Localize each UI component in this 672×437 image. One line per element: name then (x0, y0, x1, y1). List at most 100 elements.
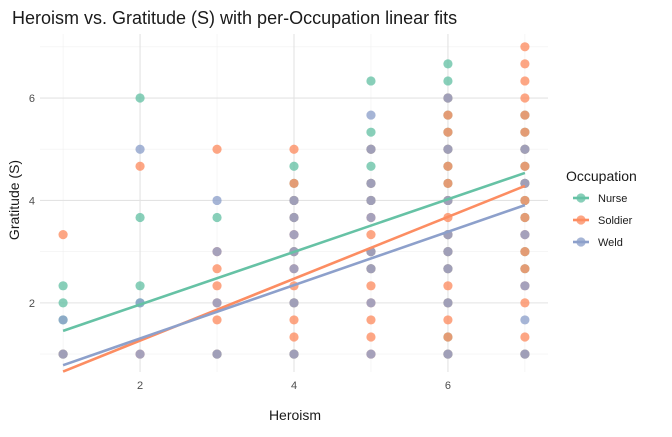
legend-label-soldier: Soldier (598, 215, 633, 227)
point-soldier (443, 110, 453, 120)
point-soldier (212, 264, 222, 274)
point-soldier (289, 178, 299, 188)
point-soldier (212, 144, 222, 154)
y-tick-label: 2 (29, 298, 35, 310)
point-weld (443, 349, 453, 359)
point-weld (366, 212, 376, 223)
point-nurse (58, 281, 68, 291)
point-soldier (289, 144, 299, 154)
legend-key-point-weld (576, 237, 586, 247)
point-soldier (366, 229, 376, 240)
point-soldier (443, 332, 453, 342)
fit-line-weld (62, 203, 526, 367)
legend-label-weld: Weld (598, 237, 623, 249)
point-soldier (520, 298, 530, 308)
point-soldier (520, 93, 530, 103)
point-soldier (289, 315, 299, 325)
point-soldier (443, 161, 453, 171)
point-soldier (520, 42, 530, 52)
point-weld (443, 93, 453, 103)
point-soldier (135, 161, 145, 171)
point-weld (366, 264, 376, 274)
point-nurse (135, 281, 145, 291)
point-weld (289, 298, 299, 308)
point-weld (520, 349, 530, 359)
point-soldier (366, 315, 376, 325)
point-soldier (520, 161, 530, 171)
point-nurse (212, 212, 222, 223)
point-soldier (212, 281, 222, 291)
point-soldier (289, 332, 299, 342)
point-soldier (520, 127, 530, 137)
fit-line-nurse (62, 171, 526, 333)
legend-label-nurse: Nurse (598, 193, 627, 205)
point-soldier (443, 315, 453, 325)
point-weld (289, 229, 299, 240)
legend-title: Occupation (566, 168, 637, 184)
point-nurse (135, 93, 145, 103)
tick-labels: 2 4 6 2 4 6 (29, 93, 451, 392)
point-soldier (443, 178, 453, 188)
point-weld (135, 349, 145, 359)
point-nurse (443, 76, 453, 86)
point-soldier (520, 59, 530, 69)
point-soldier (366, 332, 376, 342)
point-weld (443, 144, 453, 154)
point-weld (520, 229, 530, 240)
point-weld (289, 264, 299, 274)
point-weld (289, 212, 299, 223)
legend: Occupation Nurse Soldier Weld (566, 168, 637, 249)
point-soldier (520, 332, 530, 342)
point-nurse (366, 76, 376, 86)
point-nurse (366, 161, 376, 171)
point-weld (443, 298, 453, 308)
x-axis-title: Heroism (269, 407, 321, 423)
point-weld (520, 281, 530, 291)
chart-title: Heroism vs. Gratitude (S) with per-Occup… (12, 8, 457, 28)
point-soldier (212, 315, 222, 325)
point-nurse (366, 127, 376, 137)
point-weld (366, 298, 376, 308)
legend-key-point-nurse (576, 193, 586, 203)
point-weld (443, 247, 453, 257)
point-soldier (520, 110, 530, 120)
point-nurse (58, 298, 68, 308)
point-weld (135, 144, 145, 154)
y-axis-title: Gratitude (S) (6, 160, 22, 240)
point-soldier (520, 76, 530, 86)
point-weld (366, 178, 376, 188)
x-tick-label: 6 (445, 380, 451, 392)
point-weld (212, 298, 222, 308)
point-weld (212, 247, 222, 257)
point-soldier (520, 195, 530, 206)
legend-key-point-soldier (576, 215, 586, 225)
point-weld (289, 349, 299, 359)
point-weld (58, 349, 68, 359)
point-soldier (443, 127, 453, 137)
point-weld (212, 349, 222, 359)
point-weld (366, 144, 376, 154)
y-tick-label: 6 (29, 93, 35, 105)
point-soldier (520, 247, 530, 257)
point-soldier (366, 281, 376, 291)
point-weld (366, 349, 376, 359)
point-soldier (443, 281, 453, 291)
point-weld (212, 195, 222, 206)
point-soldier (520, 264, 530, 274)
point-weld (58, 315, 68, 325)
legend-items: Nurse Soldier Weld (573, 193, 633, 249)
fit-line-soldier (62, 184, 526, 373)
x-tick-label: 2 (137, 380, 143, 392)
point-weld (366, 195, 376, 206)
point-weld (520, 315, 530, 325)
point-nurse (443, 59, 453, 69)
point-weld (289, 195, 299, 206)
point-weld (366, 110, 376, 120)
point-weld (443, 264, 453, 274)
fit-lines-layer (62, 171, 526, 373)
point-nurse (289, 161, 299, 171)
point-nurse (135, 212, 145, 223)
point-soldier (58, 229, 68, 240)
